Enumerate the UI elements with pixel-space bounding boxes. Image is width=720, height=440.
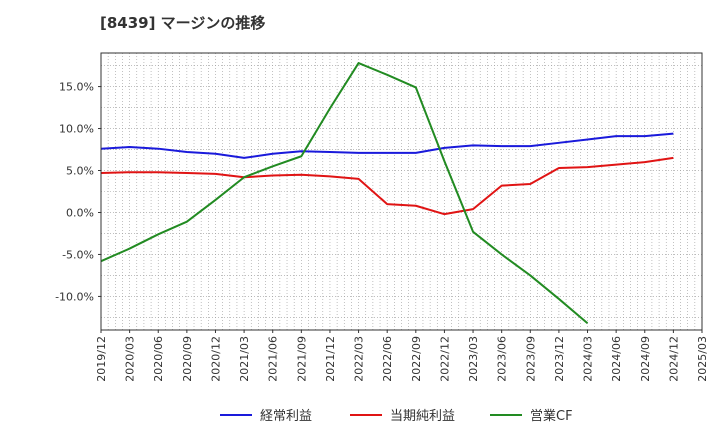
y-tick-label: 5.0% — [66, 165, 94, 178]
series-line-3 — [100, 62, 589, 325]
y-tick-label: 10.0% — [59, 123, 94, 136]
axis-layer: 15.0% 10.0% 5.0% 0.0% -5.0% -10.0% 2019/12 2020… — [55, 52, 709, 382]
legend: 経常利益 当期純利益 営業CF — [220, 408, 573, 424]
x-tick-label: 2024/12 — [667, 336, 680, 382]
x-tick-label: 2020/03 — [124, 336, 137, 382]
x-tick-label: 2024/06 — [610, 336, 623, 382]
x-tick-label: 2020/09 — [181, 336, 194, 382]
x-tick-label: 2022/12 — [438, 336, 451, 382]
x-tick-label: 2021/03 — [238, 336, 251, 382]
x-tick-label: 2022/09 — [410, 336, 423, 382]
plot-border — [100, 52, 703, 331]
x-tick-label: 2023/03 — [467, 336, 480, 382]
y-tick-label: 0.0% — [66, 206, 94, 219]
x-tick-label: 2021/09 — [295, 336, 308, 382]
legend-label: 当期純利益 — [390, 409, 455, 424]
x-tick-label: 2020/06 — [152, 336, 165, 382]
x-tick-label: 2019/12 — [95, 336, 108, 382]
series-layer — [100, 62, 674, 325]
x-tick-label: 2025/03 — [696, 336, 709, 382]
x-tick-label: 2020/12 — [209, 336, 222, 382]
series-line-2 — [100, 156, 674, 216]
legend-label: 営業CF — [530, 408, 573, 424]
legend-label: 経常利益 — [260, 409, 312, 424]
x-tick-label: 2022/06 — [381, 336, 394, 382]
x-tick-label: 2021/06 — [267, 336, 280, 382]
chart-title: [8439] マージンの推移 — [100, 14, 266, 32]
x-tick-label: 2023/12 — [553, 336, 566, 382]
x-tick-label: 2021/12 — [324, 336, 337, 382]
grid-layer — [100, 53, 703, 330]
x-tick-label: 2024/09 — [639, 336, 652, 382]
x-tick-label: 2022/03 — [353, 336, 366, 382]
x-tick-label: 2023/06 — [496, 336, 509, 382]
x-tick-label: 2023/09 — [524, 336, 537, 382]
y-tick-label: -5.0% — [62, 248, 94, 261]
y-tick-label: 15.0% — [59, 81, 94, 94]
y-tick-label: -10.0% — [55, 290, 94, 303]
x-tick-label: 2024/03 — [582, 336, 595, 382]
